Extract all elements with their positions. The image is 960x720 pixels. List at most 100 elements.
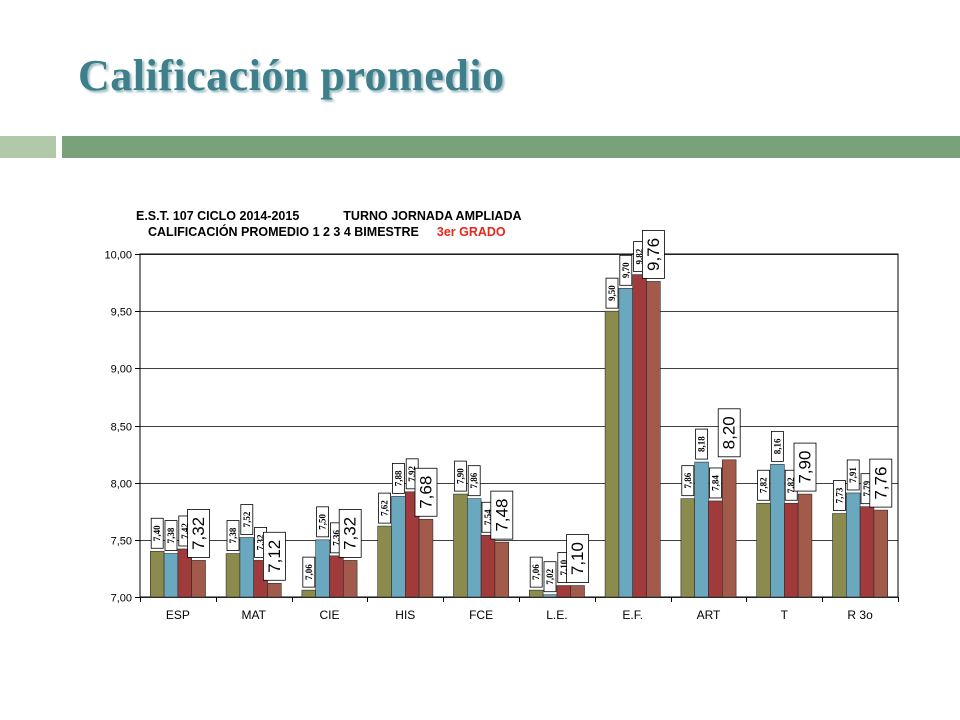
y-tick-label: 10,00	[104, 250, 132, 262]
data-label: 7,32	[189, 517, 208, 550]
data-label-box	[529, 556, 543, 588]
bar	[604, 310, 620, 598]
data-label-box	[695, 428, 708, 460]
bar	[618, 287, 634, 598]
bar	[542, 594, 558, 598]
data-label: 7,76	[871, 467, 890, 500]
data-label: 7,92	[407, 465, 417, 481]
y-tick-label: 7,50	[111, 536, 132, 548]
x-tick-label: ART	[697, 608, 721, 622]
x-tick-label: HIS	[395, 608, 415, 622]
data-label: 8,20	[720, 416, 739, 449]
data-label: 7,62	[380, 500, 390, 516]
data-label-box	[642, 230, 665, 279]
y-tick-label: 9,50	[111, 307, 132, 319]
bar	[391, 496, 406, 598]
data-label-box	[302, 556, 316, 588]
data-label: 7,50	[318, 513, 328, 529]
y-tick-label: 7,00	[111, 593, 132, 605]
bar	[466, 498, 482, 598]
data-label-box	[846, 459, 860, 491]
data-label-box	[490, 490, 514, 540]
data-label-box	[543, 561, 557, 593]
data-label-box	[316, 506, 330, 538]
data-label-box	[164, 520, 178, 551]
y-tick-label: 8,00	[111, 479, 132, 491]
bar	[528, 589, 544, 598]
data-label-box	[150, 517, 164, 549]
data-label: 7,82	[759, 477, 769, 493]
decor-band-right	[62, 136, 960, 158]
data-label-box	[262, 531, 286, 581]
data-label: 7,88	[393, 470, 403, 486]
chart-title-school: E.S.T. 107 CICLO 2014-2015	[136, 209, 300, 223]
bar	[783, 502, 799, 598]
data-label-box	[338, 509, 362, 558]
data-label: 7,10	[559, 559, 569, 575]
x-tick-label: L.E.	[546, 608, 567, 622]
data-label: 7,52	[242, 511, 252, 527]
bar	[418, 518, 434, 598]
data-label-box	[453, 460, 467, 492]
data-label-box	[833, 480, 846, 511]
data-label: 7,38	[166, 527, 176, 543]
bar	[770, 464, 785, 598]
bar	[329, 555, 344, 598]
bar	[845, 492, 861, 598]
data-label: 9,82	[635, 248, 645, 264]
bar	[315, 539, 330, 598]
chart-title: E.S.T. 107 CICLO 2014-2015 TURNO JORNADA …	[136, 208, 522, 240]
data-label: 7,90	[455, 468, 465, 484]
bar	[680, 498, 696, 598]
bar	[646, 281, 661, 598]
bar	[832, 513, 847, 598]
data-label-box	[681, 465, 695, 497]
data-label: 7,91	[848, 467, 858, 483]
chart-title-subtitle: CALIFICACIÓN PROMEDIO 1 2 3 4 BIMESTRE	[148, 225, 419, 239]
data-label: 7,40	[152, 525, 162, 541]
bar	[873, 509, 889, 598]
y-tick-label: 8,50	[111, 422, 132, 434]
bar	[797, 493, 813, 598]
data-label: 7,84	[710, 475, 720, 491]
chart-title-grade: 3er GRADO	[436, 225, 506, 239]
bar	[239, 537, 254, 598]
data-label: 7,12	[265, 540, 284, 573]
data-label-box	[793, 442, 817, 492]
x-tick-label: FCE	[469, 608, 493, 622]
bar	[570, 585, 585, 598]
data-label-box	[771, 430, 784, 462]
bar	[756, 502, 771, 598]
data-label: 7,02	[545, 568, 555, 584]
bar	[150, 550, 165, 598]
data-label: 7,48	[492, 499, 511, 532]
bar	[267, 582, 282, 598]
data-label: 8,18	[697, 436, 707, 452]
data-label: 7,54	[483, 509, 493, 525]
bar	[494, 541, 509, 598]
x-tick-label: CIE	[319, 608, 339, 622]
x-tick-label: ESP	[166, 608, 190, 622]
data-label-box	[619, 254, 633, 286]
data-label-box	[187, 509, 211, 558]
bar	[342, 560, 358, 598]
data-label-box	[717, 408, 741, 458]
data-label: 8,16	[772, 438, 782, 454]
data-label: 7,06	[531, 564, 541, 580]
slide-title: Calificación promedio	[78, 51, 505, 100]
bar	[632, 274, 647, 598]
data-label: 7,82	[786, 477, 796, 493]
data-label: 9,70	[621, 262, 631, 278]
data-label-box	[566, 534, 589, 583]
bar	[377, 525, 392, 598]
bar	[480, 534, 496, 598]
data-label: 7,10	[568, 542, 587, 575]
x-tick-label: T	[781, 608, 789, 622]
bar	[708, 500, 723, 598]
data-label-box	[605, 277, 619, 309]
x-tick-label: E.F.	[622, 608, 643, 622]
bar	[859, 506, 875, 598]
data-label: 7,68	[417, 476, 436, 509]
data-label: 7,79	[862, 480, 872, 496]
data-label-box	[467, 465, 481, 497]
